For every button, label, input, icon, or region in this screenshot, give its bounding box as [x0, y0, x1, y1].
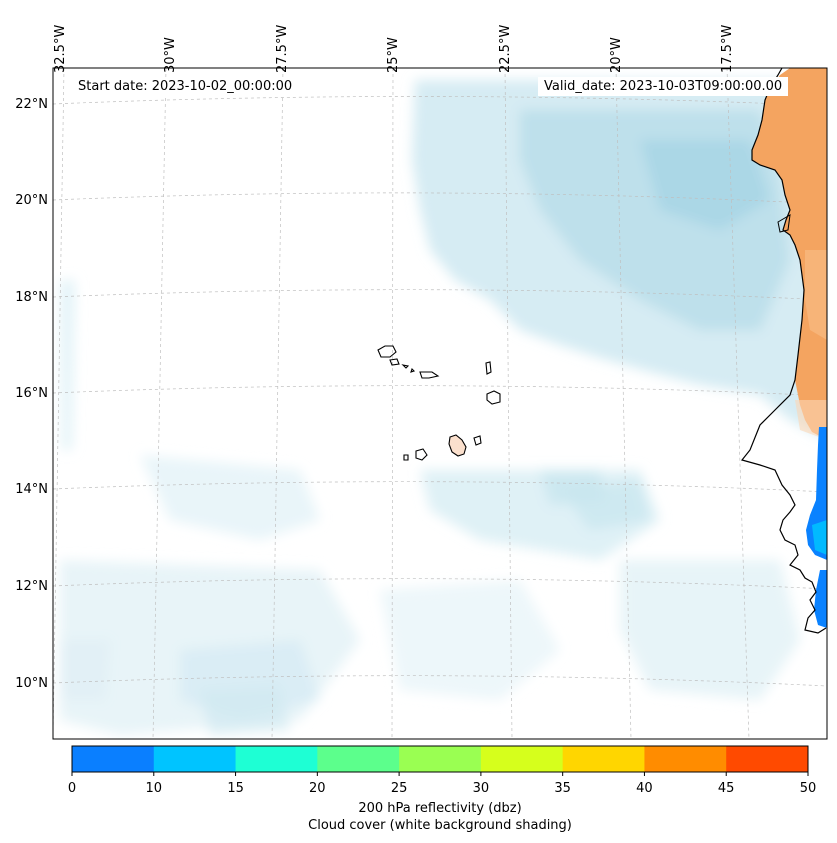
colorbar-tick-label: 25: [390, 781, 408, 796]
lat-label-20n: 20°N: [15, 193, 48, 208]
lat-label-14n: 14°N: [15, 482, 48, 497]
map-frame: [52, 67, 828, 740]
lon-label-22.5w: 22.5°W: [498, 24, 513, 73]
colorbar-tick-label: 40: [636, 781, 653, 796]
land-shading: [449, 68, 827, 456]
colorbar-tick-label: 30: [472, 781, 490, 796]
lon-label-30w: 30°W: [163, 37, 178, 73]
reflectivity-precip: [806, 427, 827, 628]
african-coastline: [740, 68, 827, 634]
lon-label-32.5w: 32.5°W: [53, 24, 68, 73]
lon-label-17.5w: 17.5°W: [720, 24, 735, 73]
colorbar-tick-label: 35: [554, 781, 571, 796]
colorbar-tick-label: 20: [309, 781, 326, 796]
colorbar-tick-label: 45: [717, 781, 735, 796]
cloud-cover-shading: [60, 80, 827, 735]
colorbar-segment: [399, 746, 482, 772]
colorbar-sublabel: Cloud cover (white background shading): [308, 818, 572, 833]
colorbar-segment: [726, 746, 809, 772]
colorbar-tick-label: 50: [799, 781, 817, 796]
colorbar-tick-label: 10: [145, 781, 163, 796]
colorbar-segment: [562, 746, 645, 772]
lat-label-18n: 18°N: [15, 290, 48, 305]
lon-label-27.5w: 27.5°W: [275, 24, 290, 73]
colorbar-tick-label: 0: [67, 781, 77, 796]
valid-date-label: Valid_date: 2023-10-03T09:00:00.00: [538, 77, 789, 96]
colorbar-tick-label: 15: [227, 781, 244, 796]
graticule: [53, 68, 827, 739]
lon-label-20w: 20°W: [609, 37, 624, 73]
colorbar-segment: [235, 746, 318, 772]
colorbar-segment: [480, 746, 564, 772]
lat-label-12n: 12°N: [15, 579, 48, 594]
coast-islet: [777, 214, 791, 233]
cape-verde-islands: [377, 345, 501, 461]
lon-label-25w: 25°W: [386, 37, 401, 73]
colorbar-segment: [317, 746, 400, 772]
colorbar-segment: [153, 746, 237, 772]
lat-label-22n: 22°N: [15, 97, 48, 112]
lat-label-16n: 16°N: [15, 386, 48, 401]
colorbar-label: 200 hPa reflectivity (dbz): [358, 801, 522, 816]
colorbar-segment: [644, 746, 727, 772]
colorbar-segment: [72, 746, 155, 772]
start-date-label: Start date: 2023-10-02_00:00:00: [72, 77, 299, 96]
lat-label-10n: 10°N: [15, 676, 48, 691]
colorbar: [71, 745, 809, 776]
